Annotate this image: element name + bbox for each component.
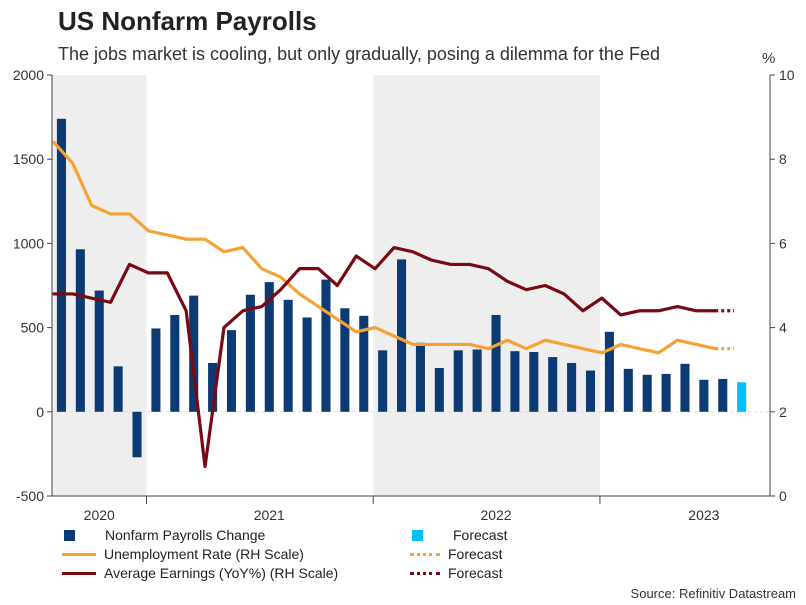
payrolls-bar [567, 362, 577, 412]
payrolls-bar [283, 299, 293, 412]
payrolls-bar [245, 294, 255, 412]
payrolls-bar [170, 314, 180, 412]
payrolls-bar [113, 366, 123, 412]
payrolls-bar [56, 118, 66, 412]
legend-payrolls-forecast-swatch [412, 529, 423, 541]
legend-earnings-label: Average Earnings (YoY%) (RH Scale) [104, 565, 339, 581]
shaded-period-2 [373, 75, 600, 496]
payrolls-bar [623, 368, 633, 412]
payrolls-bar [718, 378, 728, 412]
payrolls-bar [94, 290, 104, 412]
payrolls-forecast-bar [737, 382, 747, 412]
payrolls-bar [548, 357, 558, 412]
left-tick-label: -500 [16, 488, 44, 504]
payrolls-bar [699, 379, 709, 412]
payrolls-bar [529, 352, 539, 412]
payrolls-bar [491, 314, 501, 412]
left-tick-label: 0 [36, 404, 44, 420]
payrolls-bar [151, 328, 161, 412]
source-note: Source: Refinitiv Datastream [630, 586, 796, 601]
legend-payrolls-label: Nonfarm Payrolls Change [105, 527, 266, 543]
legend-unemployment-forecast: Forecast [410, 546, 502, 562]
x-year-label: 2023 [688, 507, 719, 523]
payrolls-bar [75, 249, 85, 412]
legend-payrolls-swatch [64, 529, 75, 541]
left-tick-label: 500 [21, 320, 45, 336]
legend-unemployment-forecast-label: Forecast [448, 546, 503, 562]
payrolls-bar [189, 295, 199, 412]
legend-unemployment-label: Unemployment Rate (RH Scale) [104, 546, 304, 562]
legend-payrolls: Nonfarm Payrolls Change [64, 527, 265, 543]
left-tick-label: 1000 [13, 235, 44, 251]
payrolls-bar [359, 315, 369, 412]
right-tick-label: 6 [779, 235, 787, 251]
payrolls-bar [434, 368, 444, 412]
payrolls-bar [226, 330, 237, 412]
payrolls-bar [340, 308, 350, 412]
right-axis-unit: % [762, 50, 776, 67]
legend-unemployment-swatch [62, 552, 96, 556]
payrolls-bar [642, 374, 652, 412]
right-tick-label: 0 [779, 488, 787, 504]
payrolls-bar [302, 317, 312, 412]
payrolls-bar [604, 331, 614, 412]
legend-earnings-swatch [62, 571, 96, 575]
legend-earnings: Average Earnings (YoY%) (RH Scale) [62, 565, 338, 581]
x-year-label: 2022 [480, 507, 511, 523]
left-tick-label: 2000 [13, 67, 44, 83]
payrolls-bar [510, 351, 520, 412]
right-tick-label: 8 [779, 151, 787, 167]
unemployment-line [52, 140, 717, 355]
payrolls-bar [661, 373, 671, 412]
right-tick-label: 4 [779, 320, 787, 336]
payrolls-bar [472, 349, 482, 412]
earnings-line [52, 246, 717, 469]
left-tick-label: 1500 [13, 151, 44, 167]
payrolls-bar [585, 370, 596, 412]
x-year-label: 2020 [84, 507, 115, 523]
payrolls-chart: -500 0 500 1000 1500 2000 0 2 4 6 8 10 2020 2021 2022 2… [13, 67, 795, 523]
payrolls-bar [132, 411, 142, 458]
payrolls-bar [415, 342, 425, 412]
legend-payrolls-forecast-label: Forecast [453, 527, 508, 543]
payrolls-bar [453, 350, 463, 412]
chart-subtitle: The jobs market is cooling, but only gra… [58, 44, 660, 64]
legend-earnings-forecast: Forecast [410, 565, 502, 581]
payrolls-bar [397, 259, 407, 412]
payrolls-bar [264, 282, 274, 412]
payrolls-bar [680, 363, 690, 412]
payrolls-bar [321, 279, 331, 412]
right-tick-label: 10 [779, 67, 795, 83]
payrolls-bar [208, 362, 218, 412]
payrolls-bar [378, 350, 388, 412]
legend-unemployment-forecast-swatch [410, 552, 440, 556]
legend-earnings-forecast-swatch [410, 571, 440, 575]
shaded-period-1 [52, 75, 147, 496]
legend-payrolls-forecast: Forecast [412, 527, 507, 543]
page-title: US Nonfarm Payrolls [58, 6, 317, 36]
legend-earnings-forecast-label: Forecast [448, 565, 503, 581]
legend-unemployment: Unemployment Rate (RH Scale) [62, 546, 304, 562]
right-tick-label: 2 [779, 404, 787, 420]
x-year-label: 2021 [254, 507, 285, 523]
